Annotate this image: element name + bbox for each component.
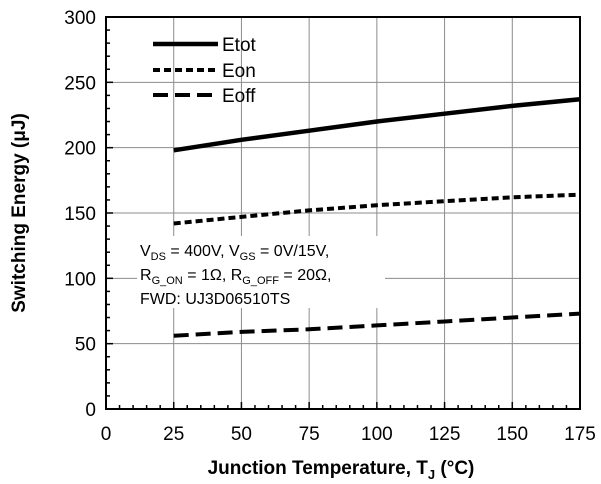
x-tick-label: 25	[163, 424, 184, 445]
series-line-eoff	[173, 311, 581, 338]
x-tick-label: 150	[496, 424, 528, 445]
y-tick-label: 300	[64, 8, 96, 29]
y-axis-title: Switching Energy (μJ)	[9, 113, 30, 313]
grid	[105, 16, 581, 410]
legend: Etot Eon Eoff	[153, 35, 257, 107]
series-line-eon	[173, 192, 581, 226]
conditions-annotation: VDS = 400V, VGS = 0V/15V, RG_ON = 1Ω, RG…	[137, 236, 385, 308]
y-tick-label: 250	[64, 73, 96, 94]
minor-ticks	[105, 16, 581, 410]
annotation-line-2: RG_ON = 1Ω, RG_OFF = 20Ω,	[140, 267, 331, 287]
annotation-background	[137, 236, 385, 308]
x-tick-label: 75	[299, 424, 320, 445]
annotation-line-1: VDS = 400V, VGS = 0V/15V,	[140, 243, 329, 263]
series-layer	[173, 97, 581, 338]
legend-label-eoff: Eoff	[222, 86, 256, 107]
y-tick-label: 200	[64, 139, 96, 160]
y-tick-label: 100	[64, 269, 96, 290]
x-tick-label: 0	[101, 424, 112, 445]
x-axis-title: Junction Temperature, TJ (°C)	[208, 458, 475, 482]
tick-labels: 0 25 50 75 100 125 150 175 0 50 100 150 200 250 300	[64, 8, 596, 445]
x-tick-label: 100	[361, 424, 393, 445]
x-tick-label: 175	[564, 424, 596, 445]
x-axis-title-subscript: J	[428, 467, 435, 482]
y-tick-label: 150	[64, 204, 96, 225]
y-tick-label: 50	[75, 335, 96, 356]
annotation-line-3: FWD: UJ3D06510TS	[140, 291, 290, 308]
series-line-etot	[173, 97, 581, 153]
legend-label-eon: Eon	[222, 61, 256, 82]
x-tick-label: 50	[231, 424, 252, 445]
x-tick-label: 125	[429, 424, 461, 445]
y-tick-label: 0	[85, 400, 96, 421]
legend-label-etot: Etot	[222, 35, 257, 56]
